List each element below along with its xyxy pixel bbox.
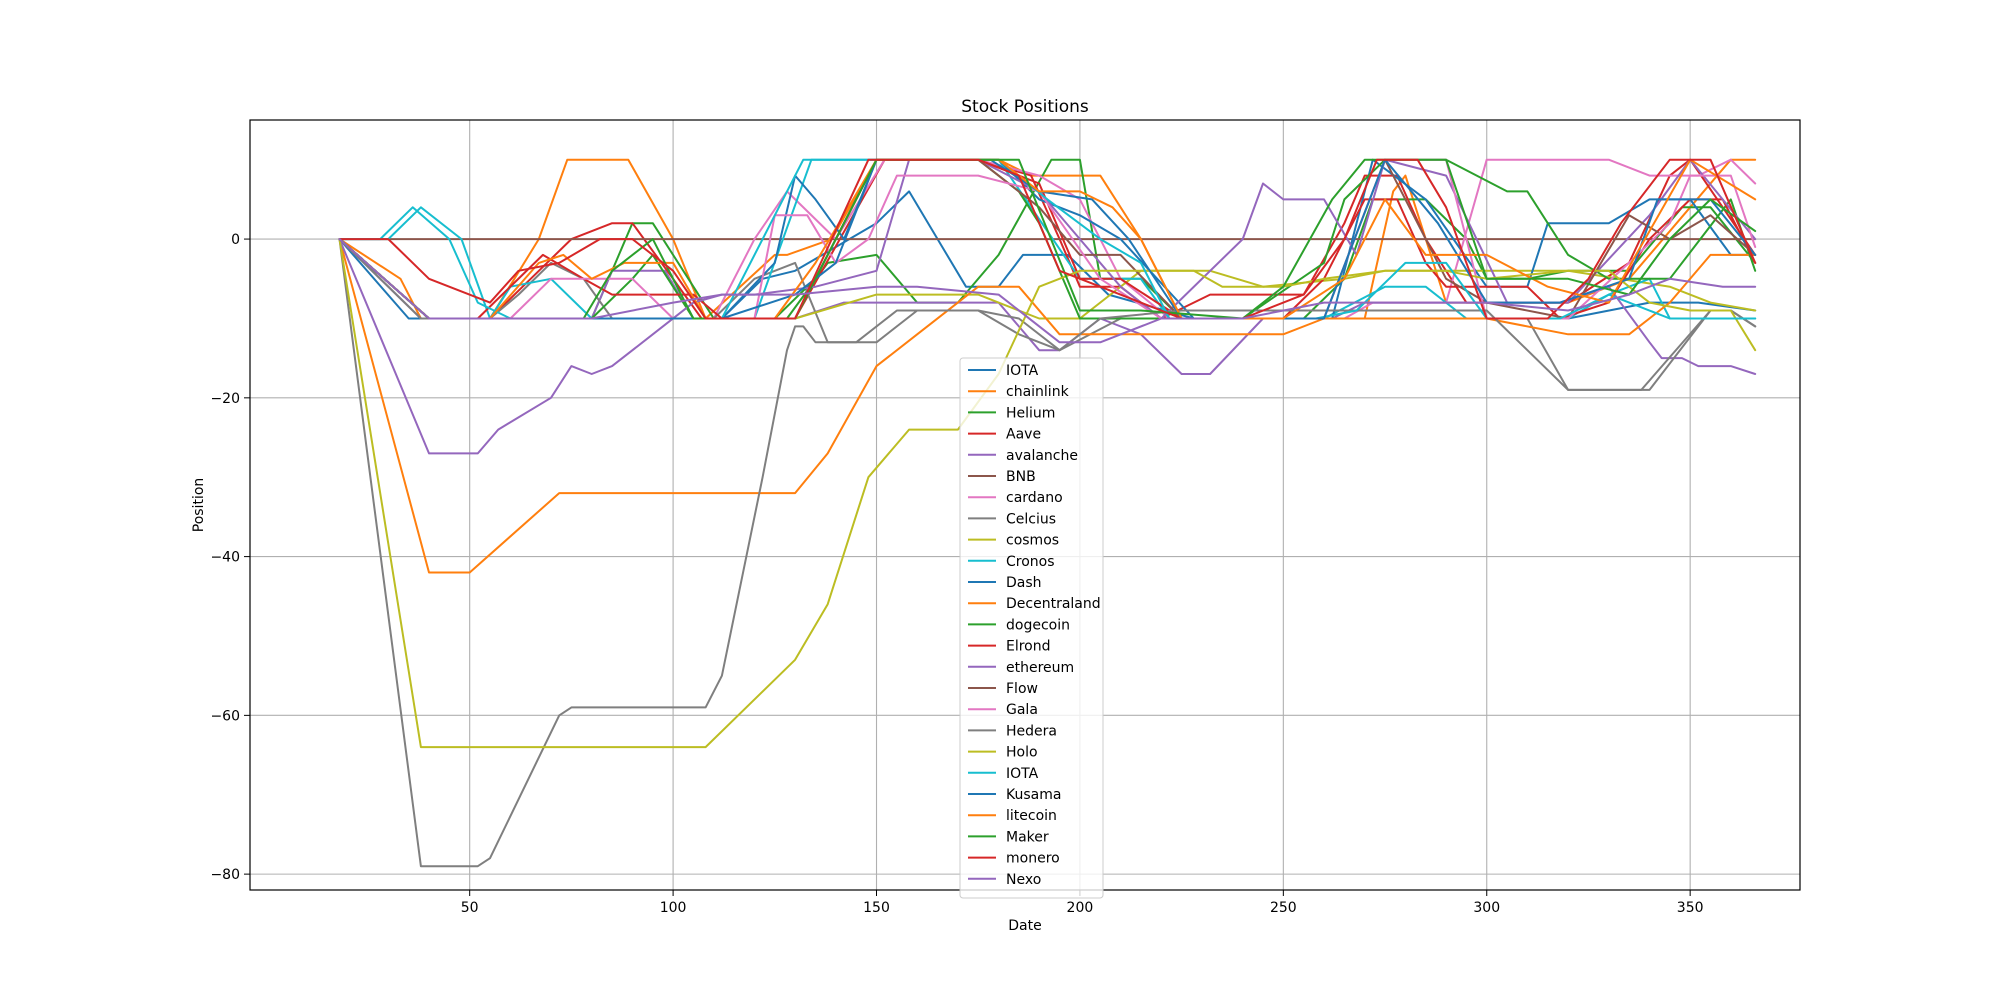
x-tick-label: 200 (1067, 900, 1094, 916)
x-tick-label: 50 (461, 900, 479, 916)
legend-box (959, 357, 1104, 899)
legend-entry-label: Aave (1006, 427, 1041, 443)
legend-entry-label: IOTA (1006, 363, 1039, 379)
legend-entry-label: IOTA (1006, 766, 1039, 782)
series-line-11 (338, 158, 1757, 320)
legend-entry-label: chainlink (1006, 384, 1070, 400)
y-axis-label: Position (191, 478, 207, 533)
legend-entry-label: dogecoin (1006, 617, 1070, 633)
series-line-18 (338, 238, 1757, 868)
series-line-23 (338, 158, 1757, 320)
legend-entry-label: Maker (1006, 829, 1049, 845)
y-tick-label: −20 (210, 391, 240, 407)
series-line-19 (338, 238, 1757, 749)
series-line-24 (338, 158, 1757, 320)
legend-entry-label: Elrond (1006, 639, 1051, 655)
series-line-12 (338, 238, 1757, 574)
legend-entry-label: Hedera (1006, 723, 1057, 739)
x-tick-label: 300 (1473, 900, 1500, 916)
legend-entry-label: avalanche (1006, 448, 1078, 464)
series-line-1 (338, 190, 1757, 320)
legend-entry-label: litecoin (1006, 808, 1057, 824)
series-line-22 (338, 158, 1757, 320)
x-tick-label: 350 (1677, 900, 1704, 916)
series-line-15 (338, 158, 1757, 455)
y-tick-label: −80 (210, 867, 240, 883)
legend-entry-label: Holo (1006, 745, 1038, 761)
legend-entry-label: monero (1006, 851, 1060, 867)
legend-entry-label: Cronos (1006, 554, 1055, 570)
x-tick-label: 150 (863, 900, 890, 916)
legend-entry-label: Celcius (1006, 511, 1056, 527)
ticks-layer: 50 100 150 200 250 300 350 0 −20 −40 −60 −80 (210, 232, 1703, 916)
x-tick-label: 250 (1270, 900, 1297, 916)
legend-entry-label: Decentraland (1006, 596, 1101, 612)
legend-entry-label: Helium (1006, 405, 1055, 421)
series-line-13 (338, 158, 1757, 320)
series-line-17 (338, 158, 1757, 320)
x-axis-label: Date (1008, 918, 1041, 934)
series-line-21 (338, 158, 1757, 320)
series-line-25 (338, 238, 1757, 344)
y-tick-label: −40 (210, 550, 240, 566)
legend-entry-label: BNB (1006, 469, 1036, 485)
legend: IOTA chainlink Helium Aave avalanche BNB carda… (959, 357, 1104, 899)
legend-entry-label: Nexo (1006, 872, 1041, 888)
legend-entry-label: cardano (1006, 490, 1063, 506)
legend-entry-label: Dash (1006, 575, 1042, 591)
y-tick-label: 0 (231, 232, 240, 248)
legend-entry-label: ethereum (1006, 660, 1074, 676)
x-tick-label: 100 (660, 900, 687, 916)
legend-entry-label: cosmos (1006, 533, 1059, 549)
y-tick-label: −60 (210, 708, 240, 724)
legend-entry-label: Gala (1006, 702, 1038, 718)
legend-entry-label: Flow (1006, 681, 1038, 697)
chart-title: Stock Positions (961, 97, 1089, 117)
legend-entry-label: Kusama (1006, 787, 1061, 803)
lines-layer (338, 158, 1757, 868)
